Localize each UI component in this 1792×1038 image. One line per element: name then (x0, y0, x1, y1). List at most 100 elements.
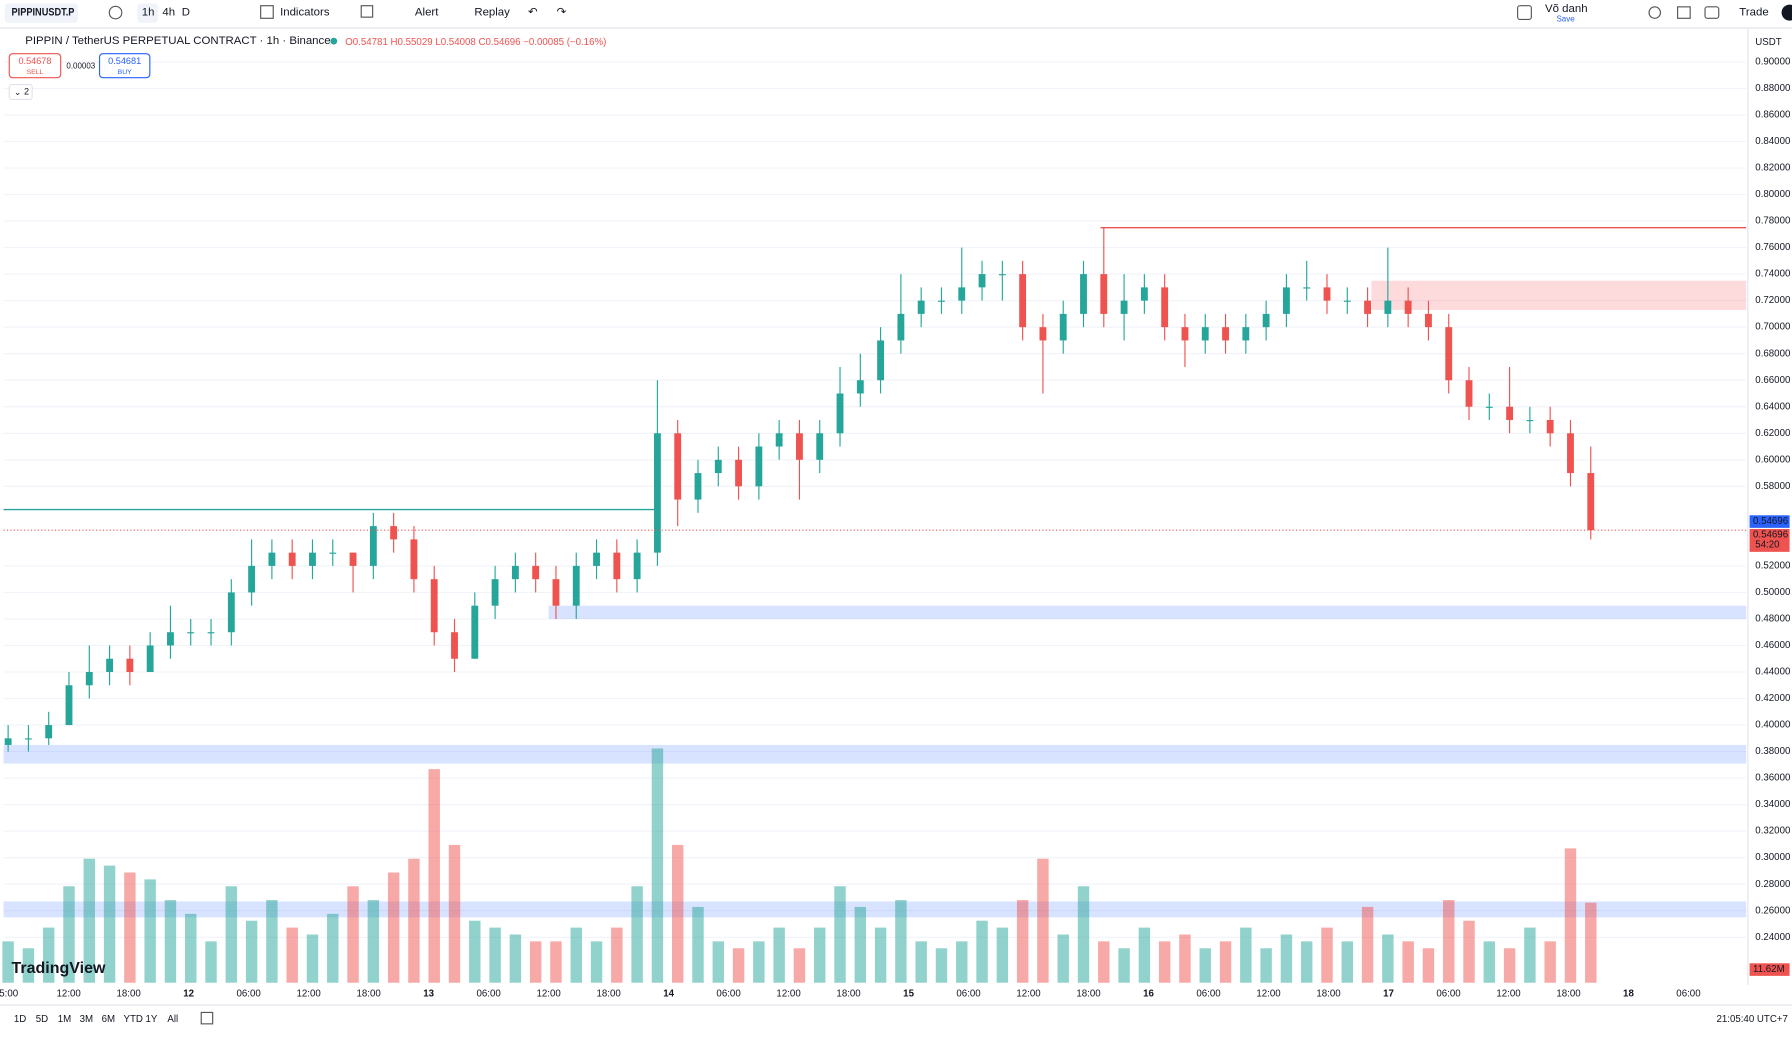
volume-bar (1402, 941, 1414, 983)
x-tick-label: 18:00 (1316, 989, 1341, 1000)
range-button[interactable]: 1Y (145, 1014, 157, 1025)
buy-button[interactable] (98, 53, 151, 79)
x-tick-label: 18:00 (1076, 989, 1101, 1000)
volume-bar (976, 920, 988, 983)
calendar-icon[interactable] (200, 1011, 214, 1025)
candle-body (511, 565, 519, 580)
volume-bar (529, 941, 542, 983)
volume-tag-bg (1749, 963, 1790, 976)
candle-body (938, 300, 945, 302)
trade-button[interactable]: Trade (1739, 7, 1768, 19)
buy-price[interactable]: 0.54681 (108, 56, 141, 66)
range-button[interactable]: 6M (102, 1014, 115, 1025)
price-tag: 0.54696 (1753, 529, 1788, 540)
user-name[interactable]: Võ danh (1545, 3, 1588, 15)
volume-bar (692, 906, 704, 983)
layout-icon[interactable] (360, 5, 374, 18)
y-tick-label: 0.48000 (1755, 614, 1791, 625)
candle-body (248, 565, 256, 593)
indicators-button[interactable]: Indicators (280, 7, 330, 19)
x-tick-label: 06:00 (476, 989, 501, 1000)
candle-body (816, 433, 824, 460)
currency: USDT (1755, 37, 1781, 48)
candle-body (1343, 300, 1351, 302)
y-tick-label: 0.60000 (1755, 454, 1791, 465)
x-tick-label: 12:00 (1496, 989, 1521, 1000)
volume-bar (651, 748, 664, 983)
candle-body (1465, 380, 1473, 407)
volume-bar (144, 879, 156, 983)
candle-body (187, 632, 195, 634)
candle-body (674, 433, 682, 500)
avatar[interactable] (1781, 4, 1792, 21)
candle-body (1201, 327, 1209, 341)
x-tick-label: 16 (1143, 989, 1154, 1000)
fullscreen-icon[interactable] (1677, 6, 1691, 19)
volume-bar (1443, 900, 1455, 983)
interval[interactable]: D (182, 7, 190, 19)
candle-body (369, 526, 377, 566)
y-tick-label: 0.28000 (1755, 879, 1791, 890)
symbol[interactable]: PIPPINUSDT.P (12, 7, 75, 19)
candle-body (207, 632, 215, 634)
volume-bar (1077, 886, 1090, 983)
replay-button[interactable]: Replay (474, 7, 510, 19)
settings-icon[interactable] (1648, 6, 1662, 19)
alert-button[interactable]: Alert (415, 7, 439, 19)
interval[interactable]: 4h (162, 7, 175, 19)
y-tick-label: 0.82000 (1755, 163, 1791, 174)
range-button[interactable]: YTD (124, 1014, 143, 1025)
camera-icon[interactable] (1704, 6, 1720, 19)
range-button[interactable]: 1M (58, 1014, 71, 1025)
candle-body (1587, 473, 1595, 531)
indicators-icon[interactable] (260, 5, 274, 19)
candle-body (1282, 287, 1290, 314)
sell-button[interactable] (8, 53, 62, 79)
interval[interactable]: 1h (142, 7, 155, 19)
candle-body (1384, 300, 1392, 314)
range-button[interactable]: 3M (80, 1014, 93, 1025)
candle-body (1100, 274, 1108, 314)
volume-bar (448, 844, 461, 983)
redo[interactable]: ↷ (557, 7, 567, 19)
volume-bar (205, 941, 217, 983)
candle-body (1039, 327, 1047, 341)
volume-bar (1199, 948, 1211, 983)
sell-label[interactable]: SELL (27, 69, 44, 76)
volume-bar (854, 906, 867, 983)
range-button[interactable]: All (167, 1014, 178, 1025)
volume-bar (469, 920, 481, 983)
countdown: 54:20 (1755, 540, 1780, 551)
candle-body (45, 725, 53, 739)
volume-bar (611, 927, 623, 983)
candle-body (1120, 300, 1128, 314)
candle-body (1080, 274, 1087, 314)
sell-price[interactable]: 0.54678 (18, 56, 51, 66)
volume-bar (1016, 900, 1029, 983)
volume-bar (1503, 948, 1516, 983)
range-button[interactable]: 5D (36, 1014, 48, 1025)
checkbox[interactable] (1517, 5, 1532, 20)
spread: 0.00003 (66, 61, 95, 70)
candle-body (796, 433, 803, 460)
buy-label[interactable]: BUY (118, 69, 133, 76)
x-tick-label: 12:00 (57, 989, 82, 1000)
volume-bar (1158, 941, 1171, 983)
candle-body (329, 552, 337, 554)
zone (1371, 280, 1747, 310)
volume-bar (1382, 934, 1394, 983)
candle-body (572, 565, 580, 606)
undo[interactable]: ↶ (528, 7, 538, 19)
y-tick-label: 0.30000 (1755, 852, 1791, 863)
indicator-toggle[interactable] (8, 83, 33, 100)
price-tag: 0.54696 (1753, 516, 1788, 527)
add-icon[interactable] (108, 5, 123, 20)
interval-active[interactable] (137, 3, 158, 23)
range-button[interactable]: 1D (14, 1014, 26, 1025)
save[interactable]: Save (1556, 15, 1575, 24)
indicator-count[interactable]: ⌄ 2 (14, 87, 29, 97)
volume-bar (367, 900, 380, 983)
symbol-box[interactable] (4, 3, 78, 23)
x-tick-label: 06:00 (1436, 989, 1461, 1000)
